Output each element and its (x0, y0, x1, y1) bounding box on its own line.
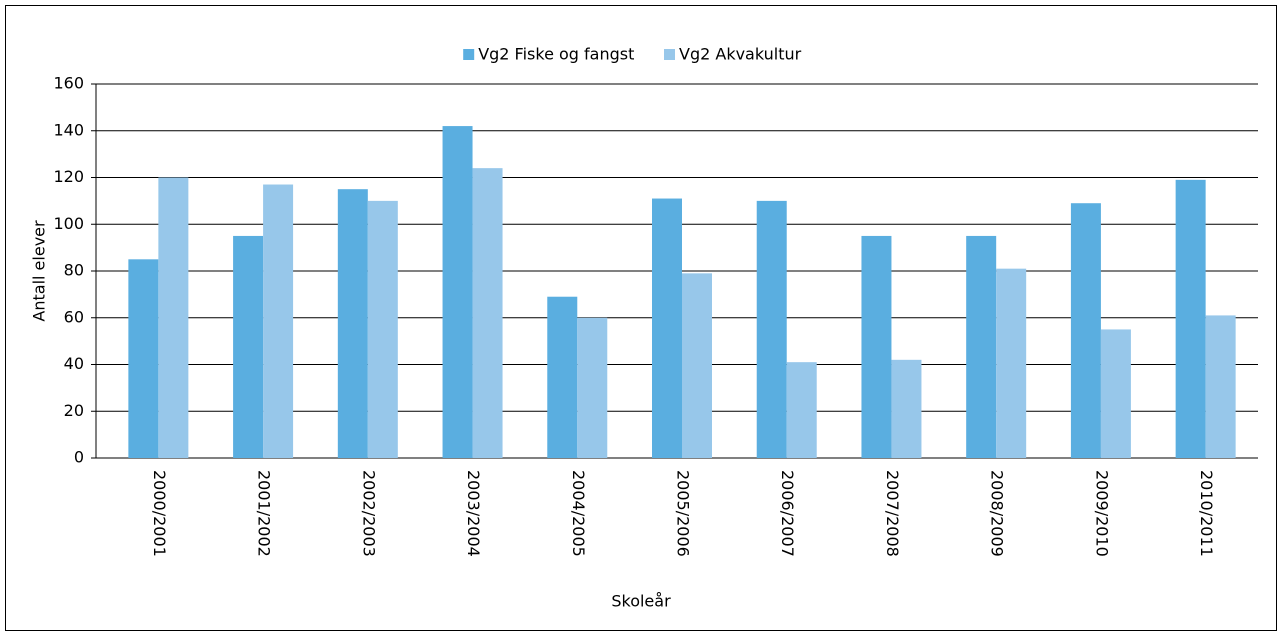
bar (1070, 203, 1101, 458)
x-tick-label: 2002/2003 (359, 470, 378, 557)
bar (891, 359, 922, 458)
y-tick-label: 60 (64, 307, 84, 326)
x-tick-label: 2007/2008 (883, 470, 902, 557)
bar (337, 189, 368, 458)
frame (5, 5, 1277, 631)
y-tick-label: 80 (64, 261, 84, 280)
bar (128, 259, 159, 458)
y-tick-label: 0 (74, 448, 84, 467)
bar (756, 200, 787, 458)
y-tick-label: 100 (53, 214, 84, 233)
x-tick-label: 2008/2009 (988, 470, 1007, 557)
bar (1205, 315, 1236, 458)
bar (1100, 329, 1131, 458)
bar (263, 184, 294, 458)
bar (1175, 179, 1206, 458)
legend-label: Vg2 Akvakultur (679, 45, 802, 64)
x-tick-label: 2009/2010 (1092, 470, 1111, 557)
x-axis-label: Skoleår (611, 592, 671, 611)
legend-swatch (664, 49, 675, 60)
y-tick-label: 40 (64, 354, 84, 373)
y-axis-label: Antall elever (30, 220, 49, 322)
bar (861, 235, 892, 458)
bar (652, 198, 682, 458)
legend-label: Vg2 Fiske og fangst (478, 45, 634, 64)
bar (547, 296, 578, 458)
x-tick-label: 2001/2002 (255, 470, 274, 557)
bar (577, 317, 608, 458)
x-tick-label: 2010/2011 (1197, 470, 1216, 557)
y-tick-label: 20 (64, 401, 84, 420)
bar (233, 235, 264, 458)
y-tick-label: 160 (53, 74, 84, 93)
bar (442, 126, 473, 458)
bar (996, 268, 1027, 458)
x-tick-label: 2006/2007 (778, 470, 797, 557)
x-tick-label: 2004/2005 (569, 470, 588, 557)
bar (966, 235, 997, 458)
bar (367, 200, 398, 458)
bar (682, 273, 712, 458)
x-tick-label: 2005/2006 (674, 470, 693, 557)
bar (472, 168, 503, 458)
x-tick-label: 2000/2001 (150, 470, 169, 557)
bar (158, 177, 189, 458)
y-tick-label: 120 (53, 167, 84, 186)
bar (786, 362, 817, 458)
legend-swatch (463, 49, 475, 60)
x-tick-label: 2003/2004 (464, 470, 483, 557)
y-tick-label: 140 (53, 120, 84, 139)
